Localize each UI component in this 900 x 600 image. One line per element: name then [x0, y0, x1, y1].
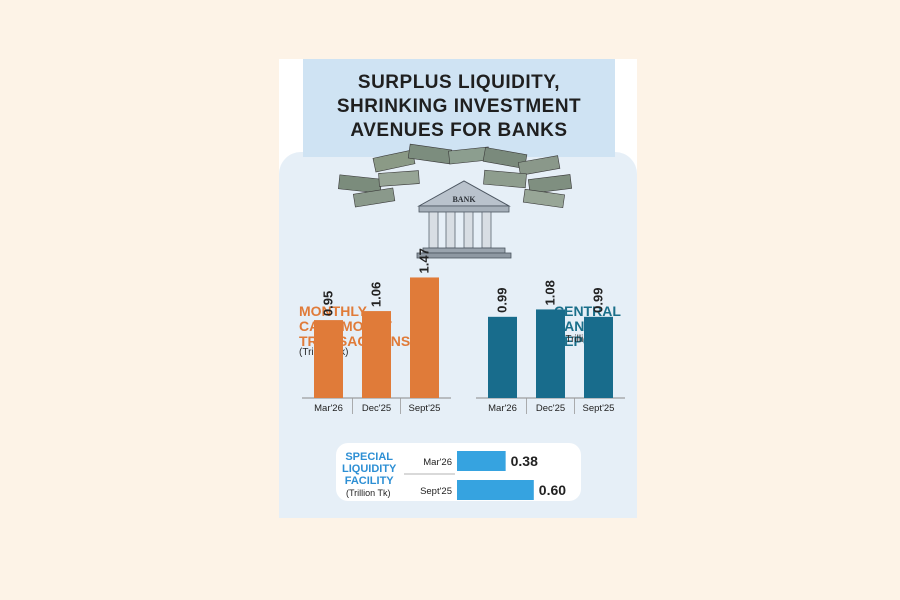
bar-charts: 0.95 Mar'26 1.06 Dec'25 1.47 Sept'25 0.99 Mar'2… — [302, 248, 625, 414]
bank-illustration: BANK — [338, 143, 573, 259]
slf-value-label: 0.60 — [539, 482, 566, 498]
call-money-value-label: 1.47 — [417, 248, 432, 273]
repo-category-label: Mar'26 — [488, 403, 517, 414]
slf-value-label: 0.38 — [511, 453, 538, 469]
call-money-category-label: Dec'25 — [362, 403, 391, 414]
call-money-category-label: Sept'25 — [409, 403, 441, 414]
call-money-value-label: 0.95 — [321, 291, 336, 316]
call-money-bar — [410, 277, 439, 398]
repo-value-label: 1.08 — [543, 280, 558, 305]
slf-chart: Mar'26 0.38 Sept'25 0.60 — [404, 451, 566, 500]
repo-category-label: Dec'25 — [536, 403, 565, 414]
call-money-value-label: 1.06 — [369, 282, 384, 307]
slf-bar — [457, 451, 506, 471]
call-money-category-label: Mar'26 — [314, 403, 343, 414]
slf-unit: (Trillion Tk) — [346, 488, 391, 498]
slf-category-label: Mar'26 — [423, 457, 452, 468]
repo-bar — [488, 316, 517, 398]
repo-value-label: 0.99 — [591, 288, 606, 313]
bank-building-with-cash-icon: BANK — [338, 143, 573, 259]
slf-bar — [457, 480, 534, 500]
slf-title: SPECIAL LIQUIDITY FACILITY — [342, 451, 397, 487]
repo-bar — [536, 309, 565, 398]
bank-sign: BANK — [452, 195, 476, 204]
call-money-bar — [314, 320, 343, 398]
repo-bar — [584, 316, 613, 398]
repo-category-label: Sept'25 — [583, 403, 615, 414]
call-money-bar — [362, 311, 391, 398]
infographic-title: SURPLUS LIQUIDITY, SHRINKING INVESTMENT … — [336, 72, 582, 141]
infographic-card: SURPLUS LIQUIDITY, SHRINKING INVESTMENT … — [279, 59, 637, 518]
repo-value-label: 0.99 — [495, 288, 510, 313]
slf-category-label: Sept'25 — [420, 486, 452, 497]
title-box: SURPLUS LIQUIDITY, SHRINKING INVESTMENT … — [303, 59, 615, 157]
